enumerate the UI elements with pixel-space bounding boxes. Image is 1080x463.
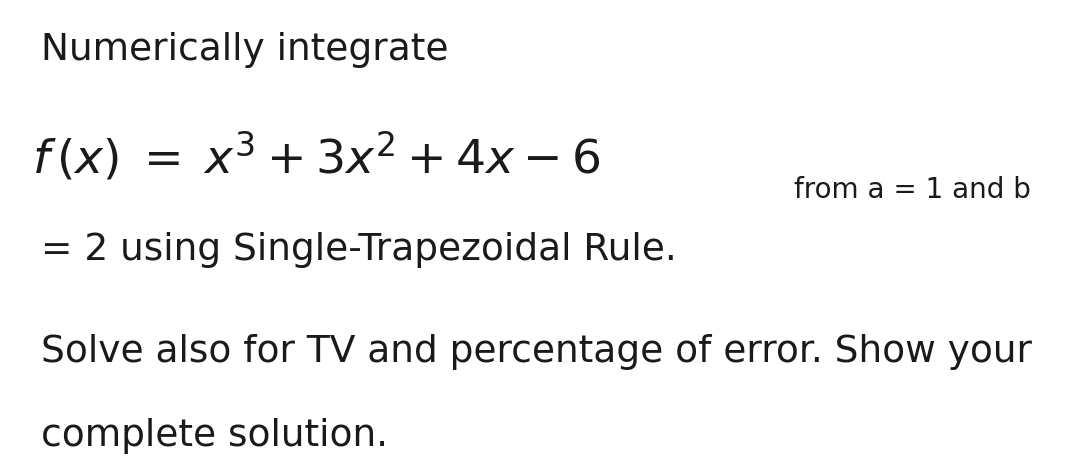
Text: = 2 using Single-Trapezoidal Rule.: = 2 using Single-Trapezoidal Rule. (41, 232, 677, 268)
Text: $f\,(x)\;=\;x^3+3x^2+4x-6$: $f\,(x)\;=\;x^3+3x^2+4x-6$ (32, 130, 600, 182)
Text: complete solution.: complete solution. (41, 417, 388, 453)
Text: Numerically integrate: Numerically integrate (41, 32, 448, 69)
Text: from a = 1 and b: from a = 1 and b (794, 176, 1030, 204)
Text: Solve also for TV and percentage of error. Show your: Solve also for TV and percentage of erro… (41, 333, 1032, 369)
